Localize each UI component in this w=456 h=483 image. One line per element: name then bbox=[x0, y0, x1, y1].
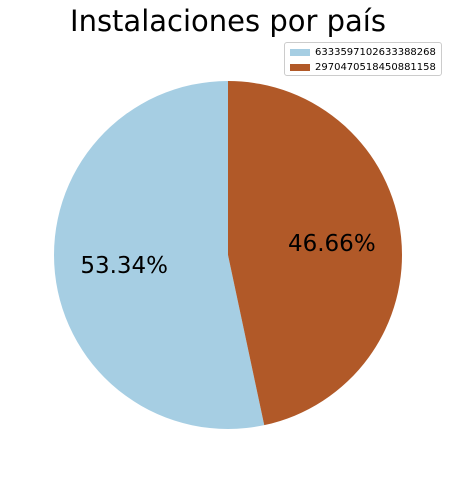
legend-label-0: 6333597102633388268 bbox=[315, 46, 436, 58]
legend-swatch-1 bbox=[290, 63, 310, 71]
chart-title: Instalaciones por país bbox=[70, 4, 386, 38]
pie-slices bbox=[54, 81, 403, 429]
pie-value-label-0: 53.34% bbox=[80, 253, 168, 279]
legend-swatch-0 bbox=[290, 48, 310, 56]
legend: 6333597102633388268 2970470518450881158 bbox=[284, 42, 442, 76]
pie-labels: 53.34% 46.66% bbox=[80, 231, 375, 279]
pie-slice-1 bbox=[228, 81, 403, 426]
legend-entry-0: 6333597102633388268 bbox=[290, 45, 436, 59]
legend-label-1: 2970470518450881158 bbox=[315, 61, 436, 73]
pie-slice-0 bbox=[54, 81, 265, 429]
pie-value-label-1: 46.66% bbox=[288, 231, 376, 257]
legend-entry-1: 2970470518450881158 bbox=[290, 60, 436, 74]
